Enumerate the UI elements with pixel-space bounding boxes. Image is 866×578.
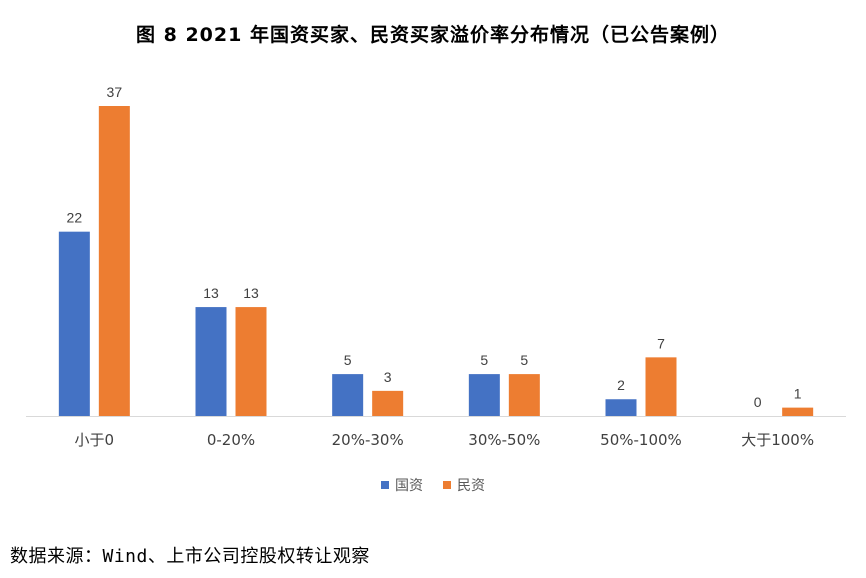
bar-0-2 <box>332 374 364 416</box>
data-label-0-4: 2 <box>617 377 625 393</box>
legend-swatch-series-0 <box>381 481 389 489</box>
data-label-0-1: 13 <box>203 285 219 301</box>
bar-1-0 <box>98 106 130 416</box>
x-tick-label-5: 大于100% <box>741 431 814 449</box>
data-label-1-4: 7 <box>657 335 665 351</box>
legend-item-series-1: 民资 <box>443 475 485 495</box>
bar-chart: 22 37 小于0 13 13 0-20% 5 3 20%-30% 5 5 30%-50% 2 7 50%-… <box>26 84 846 449</box>
chart-legend: 国资 民资 <box>0 475 866 495</box>
bar-1-4 <box>645 357 677 416</box>
x-tick-label-4: 50%-100% <box>600 431 682 449</box>
bar-0-1 <box>195 307 227 416</box>
data-label-0-5: 0 <box>754 394 762 410</box>
bar-0-3 <box>468 374 500 416</box>
data-label-1-0: 37 <box>107 84 123 100</box>
chart-title: 图 8 2021 年国资买家、民资买家溢价率分布情况（已公告案例） <box>136 24 730 46</box>
bar-1-1 <box>235 307 267 416</box>
x-tick-label-1: 0-20% <box>207 431 255 449</box>
legend-label-series-0: 国资 <box>395 478 423 494</box>
data-label-1-2: 3 <box>384 369 392 385</box>
bar-0-4 <box>605 399 637 416</box>
data-label-0-0: 22 <box>67 210 83 226</box>
data-label-1-1: 13 <box>243 285 259 301</box>
x-tick-label-0: 小于0 <box>75 431 115 449</box>
x-tick-label-2: 20%-30% <box>332 431 404 449</box>
legend-item-series-0: 国资 <box>381 475 423 495</box>
x-tick-label-3: 30%-50% <box>468 431 540 449</box>
data-label-0-3: 5 <box>480 352 488 368</box>
source-note: 数据来源：Wind、上市公司控股权转让观察 <box>10 546 370 567</box>
data-label-0-2: 5 <box>344 352 352 368</box>
bar-1-5 <box>782 407 814 416</box>
bar-1-2 <box>372 390 404 416</box>
data-label-1-5: 1 <box>794 386 802 402</box>
bar-1-3 <box>508 374 540 416</box>
bar-0-0 <box>58 231 90 416</box>
legend-swatch-series-1 <box>443 481 451 489</box>
data-label-1-3: 5 <box>520 352 528 368</box>
legend-label-series-1: 民资 <box>457 478 485 494</box>
